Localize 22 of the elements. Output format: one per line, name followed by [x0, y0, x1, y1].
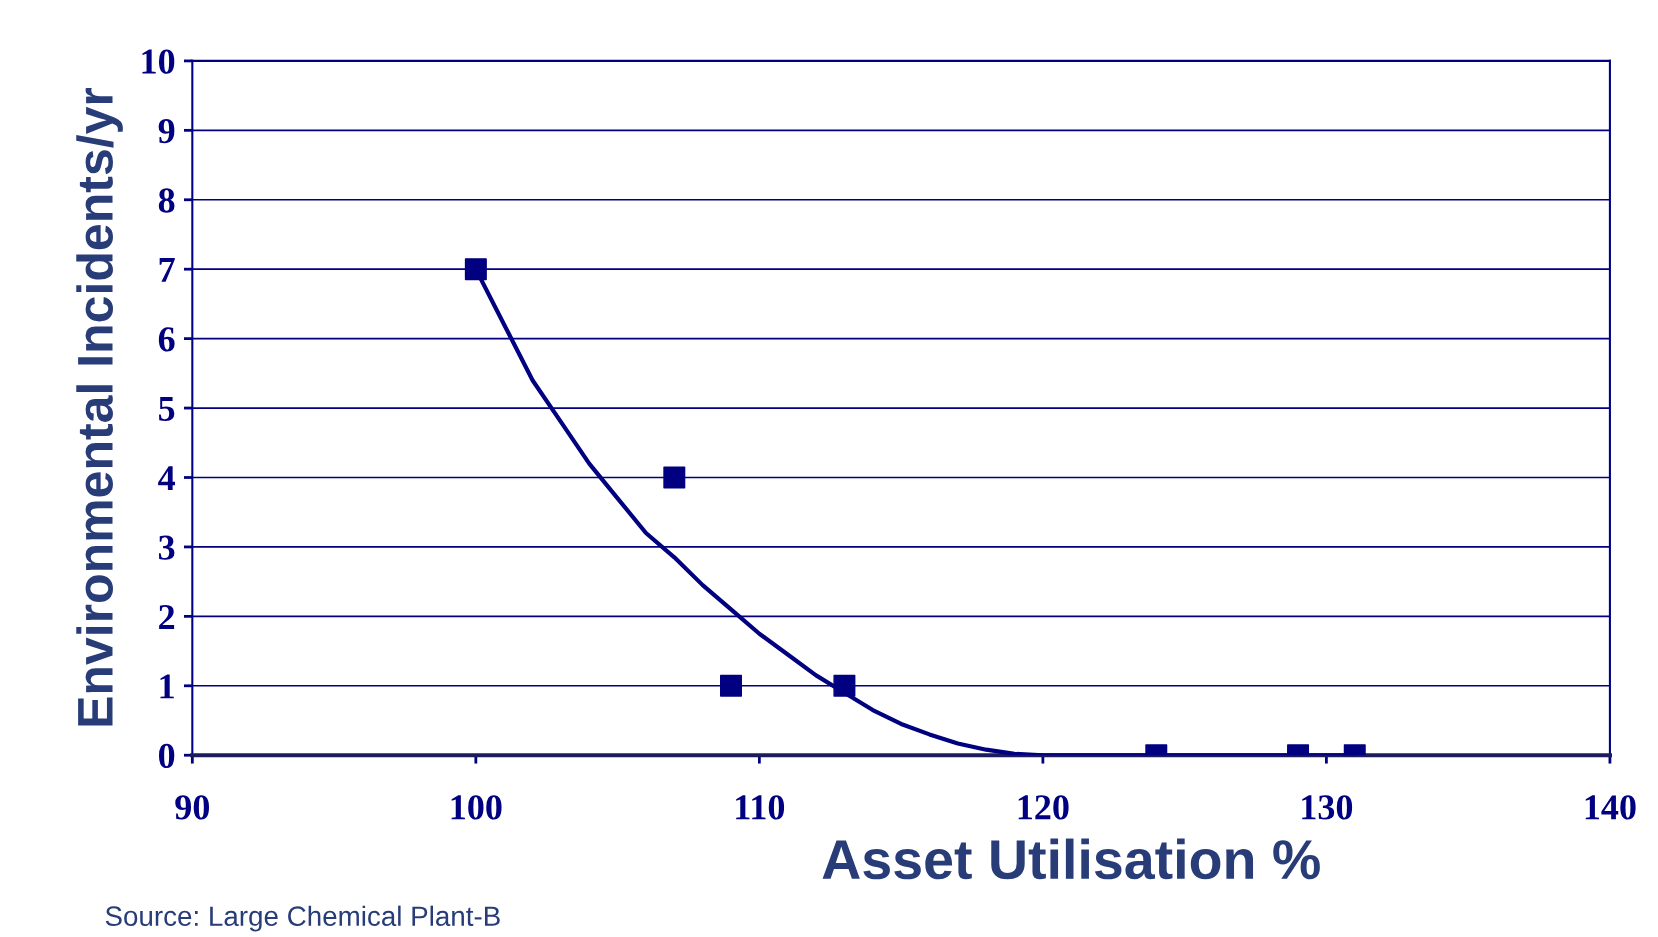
x-tick-label: 140	[1585, 795, 1636, 820]
point	[663, 466, 686, 489]
y-tick-label: 6	[158, 327, 175, 352]
point	[464, 258, 487, 281]
y-tick-label: 7	[159, 258, 175, 282]
y-tick-label: 9	[158, 118, 175, 144]
y-tick-label: 5	[159, 396, 175, 421]
y-tick-label: 8	[158, 188, 175, 213]
x-tick-label: 100	[451, 795, 502, 820]
source-note: Source: Large Chemical Plant-B	[105, 905, 500, 932]
y-tick-label: 1	[160, 674, 174, 699]
y-tick-label: 3	[158, 535, 175, 560]
y-tick-label: 2	[159, 604, 175, 629]
x-tick-label: 120	[1018, 795, 1069, 820]
x-axis-title: Asset Utilisation %	[822, 838, 1320, 880]
y-tick-label: 10	[142, 49, 175, 74]
x-tick-label: 110	[736, 795, 785, 820]
y-axis-title: Environmental Incidents/yr	[76, 87, 123, 726]
y-tick-label: 4	[158, 466, 175, 491]
y-tick-label: 0	[158, 743, 175, 769]
x-tick-label: 90	[175, 795, 210, 820]
x-tick-label: 130	[1302, 795, 1353, 820]
